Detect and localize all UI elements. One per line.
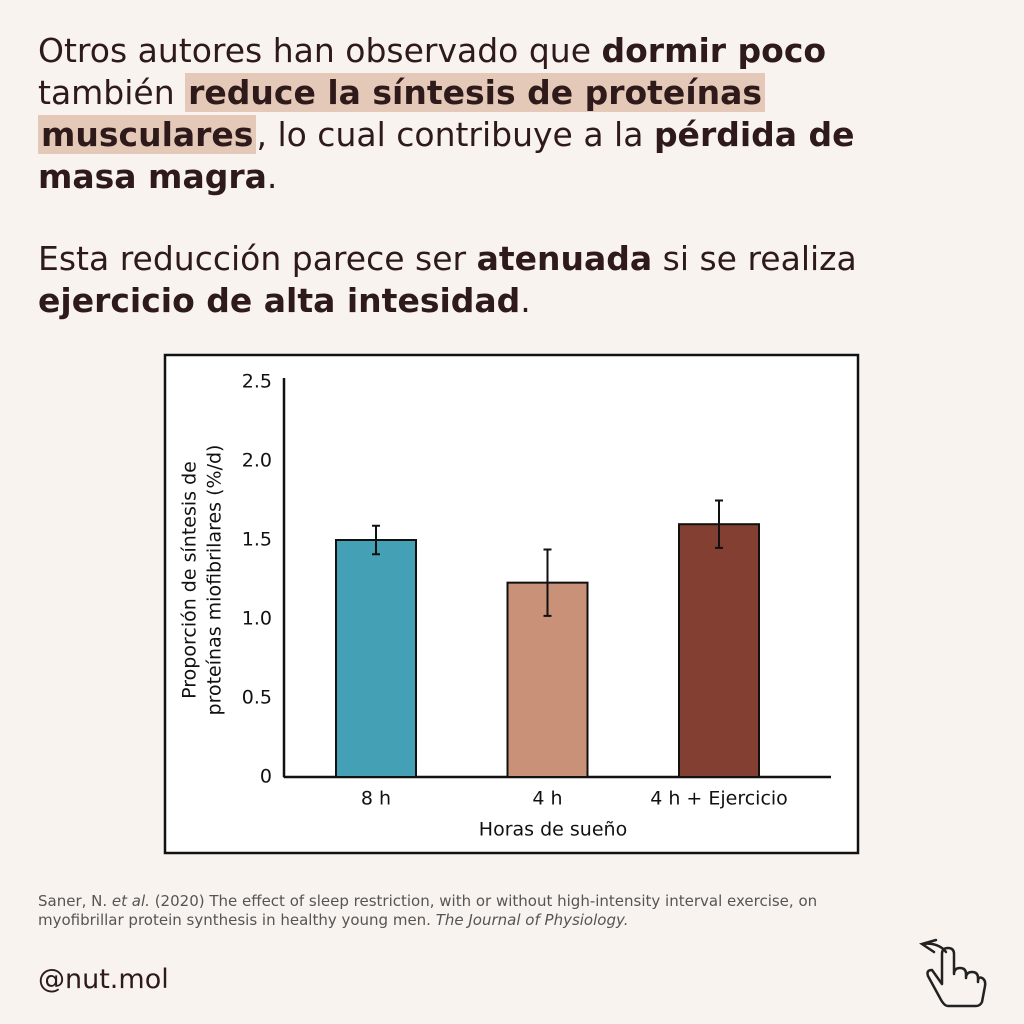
x-tick-label: 4 h bbox=[532, 788, 562, 810]
x-tick-label: 8 h bbox=[361, 788, 391, 810]
text-run: dormir poco bbox=[601, 31, 827, 70]
text-run: masa magra bbox=[38, 157, 267, 196]
text-run: si se realiza bbox=[652, 239, 857, 278]
y-axis-title: Proporción de síntesis de bbox=[179, 461, 201, 699]
text-run: . bbox=[266, 157, 278, 196]
paragraph: Esta reducción parece ser atenuada si se… bbox=[38, 238, 857, 322]
chart: 0 0.5 1.0 1.5 2.0 2.5 8 h 4 h 4 h + Ejercicio Hor… bbox=[163, 353, 860, 855]
text-line: myofibrillar protein synthesis in health… bbox=[38, 911, 817, 930]
y-tick-label: 1.5 bbox=[242, 529, 272, 551]
text-run: Otros autores han observado que bbox=[38, 31, 602, 70]
text-run: , lo cual contribuye a la bbox=[256, 115, 654, 154]
text-run: pérdida de bbox=[653, 115, 855, 154]
handle: @nut.mol bbox=[38, 964, 169, 995]
error-bar bbox=[543, 548, 552, 617]
bar bbox=[678, 523, 760, 779]
body-text: Otros autores han observado que dormir p… bbox=[38, 30, 857, 362]
text-run: myofibrillar protein synthesis in health… bbox=[38, 911, 436, 929]
text-run: (2020) The effect of sleep restriction, … bbox=[149, 892, 818, 910]
text-run: atenuada bbox=[476, 239, 653, 278]
x-axis-title: Horas de sueño bbox=[479, 819, 627, 841]
text-line: masa magra. bbox=[38, 156, 857, 198]
text-line: ejercicio de alta intesidad. bbox=[38, 280, 857, 322]
text-line: Otros autores han observado que dormir p… bbox=[38, 30, 857, 72]
y-tick-label: 2.5 bbox=[242, 371, 272, 393]
text-run: ejercicio de alta intesidad bbox=[38, 281, 521, 320]
text-line: Esta reducción parece ser atenuada si se… bbox=[38, 238, 857, 280]
swipe-icon bbox=[919, 938, 987, 1008]
text-run: Saner, N. bbox=[38, 892, 112, 910]
error-bar bbox=[372, 524, 380, 556]
text-line: Saner, N. et al. (2020) The effect of sl… bbox=[38, 892, 817, 911]
bar bbox=[335, 539, 417, 778]
text-run: también bbox=[38, 73, 186, 112]
error-bar bbox=[715, 499, 723, 549]
text-line: musculares, lo cual contribuye a la pérd… bbox=[38, 114, 857, 156]
text-run: musculares bbox=[38, 115, 257, 154]
y-tick-label: 0 bbox=[260, 766, 272, 788]
text-run: reduce la síntesis de proteínas bbox=[185, 73, 766, 112]
text-run: . bbox=[520, 281, 531, 320]
paragraph: Otros autores han observado que dormir p… bbox=[38, 30, 857, 198]
y-tick-label: 1.0 bbox=[242, 608, 272, 630]
text-line: también reduce la síntesis de proteínas bbox=[38, 72, 857, 114]
y-axis-title: proteínas miofibrilares (%/d) bbox=[204, 445, 226, 716]
y-tick-label: 2.0 bbox=[242, 450, 272, 472]
text-run: The Journal of Physiology. bbox=[435, 911, 629, 929]
text-run: et al. bbox=[111, 892, 150, 910]
y-tick-label: 0.5 bbox=[242, 687, 272, 709]
text-run: Esta reducción parece ser bbox=[38, 239, 477, 278]
citation: Saner, N. et al. (2020) The effect of sl… bbox=[38, 892, 817, 930]
x-tick-label: 4 h + Ejercicio bbox=[650, 788, 788, 810]
